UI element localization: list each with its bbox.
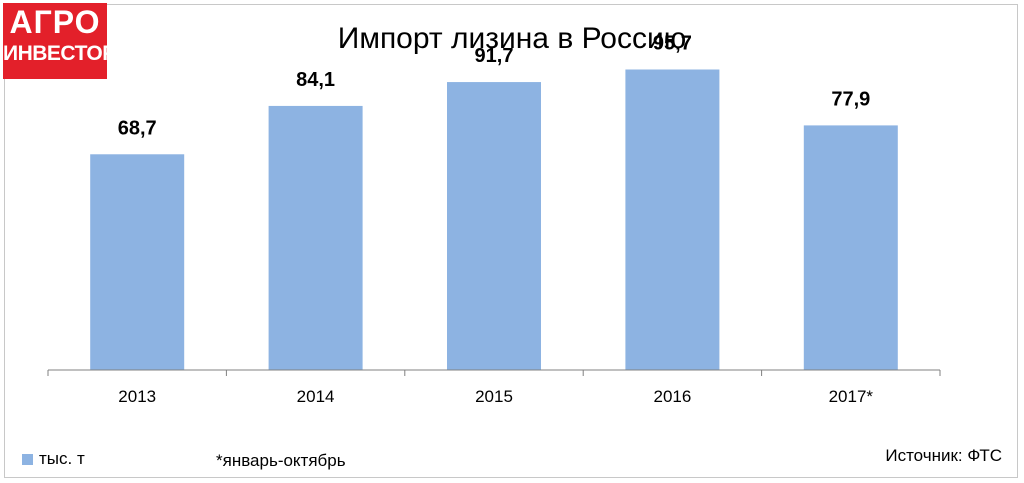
- source-note: Источник: ФТС: [885, 446, 1002, 465]
- agroinvestor-logo: АГРО ИНВЕСТОР: [3, 3, 116, 79]
- data-label: 77,9: [831, 88, 870, 110]
- data-label: 91,7: [475, 45, 514, 67]
- bar-2016: [625, 69, 720, 370]
- logo-line-1: АГРО: [9, 4, 101, 40]
- bar-2013: [90, 154, 185, 370]
- x-tick-label: 2014: [297, 387, 335, 406]
- legend-swatch: [22, 453, 33, 465]
- logo-line-2: ИНВЕСТОР: [3, 42, 116, 65]
- legend-label: тыс. т: [39, 449, 85, 468]
- x-tick-label: 2015: [475, 387, 513, 406]
- data-label: 68,7: [118, 117, 157, 139]
- x-tick-label: 2013: [118, 387, 156, 406]
- data-label: 95,7: [653, 33, 692, 55]
- footnote: *январь-октябрь: [216, 451, 346, 470]
- bar-2015: [447, 82, 541, 370]
- bar-2017*: [803, 125, 898, 370]
- legend: тыс. т: [22, 449, 85, 469]
- bar-2014: [268, 105, 363, 371]
- x-tick-label: 2017*: [829, 387, 874, 406]
- chart-title: Импорт лизина в Россию: [337, 22, 687, 55]
- data-label: 84,1: [296, 69, 335, 91]
- x-tick-label: 2016: [653, 387, 691, 406]
